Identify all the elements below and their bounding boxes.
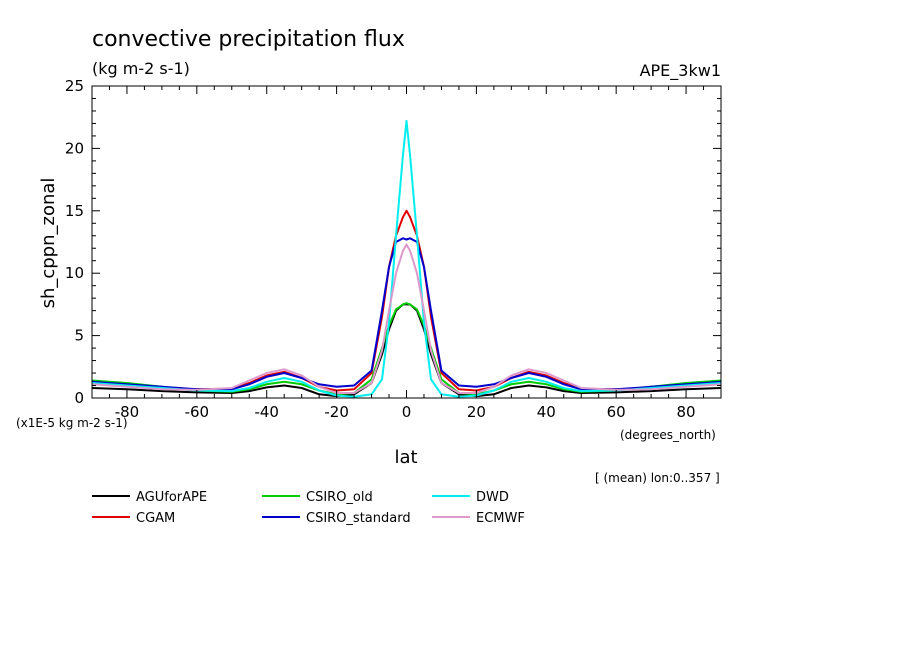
chart-units: (kg m-2 s-1): [92, 59, 190, 78]
series-line-CSIRO_standard: [92, 237, 721, 391]
scale-note: (x1E-5 kg m-2 s-1): [16, 416, 128, 430]
series-line-CSIRO_old: [92, 302, 721, 396]
y-tick-label: 0: [74, 389, 84, 407]
plot-frame: [91, 85, 722, 399]
y-tick-label: 10: [65, 264, 84, 282]
y-axis-label: sh_cppn_zonal: [38, 178, 59, 309]
plot-area: -80 -60 -40 -20 0 20 40 60 80 0 5 10 15 20 25: [65, 77, 722, 421]
x-units: (degrees_north): [620, 428, 716, 442]
x-tick-label: -40: [254, 403, 279, 421]
y-tick-label: 15: [65, 202, 84, 220]
x-tick-label: 20: [467, 403, 486, 421]
x-tick-label: 40: [537, 403, 556, 421]
footnote: [ (mean) lon:0..357 ]: [595, 471, 720, 485]
legend-label-ECMWF: ECMWF: [476, 511, 525, 526]
x-axis-label: lat: [394, 447, 417, 468]
experiment-label: APE_3kw1: [640, 61, 721, 81]
chart-title: convective precipitation flux: [92, 27, 405, 52]
x-tick-label: 60: [607, 403, 626, 421]
series-line-ECMWF: [92, 243, 721, 394]
y-tick-label: 25: [65, 77, 84, 95]
x-tick-label: -20: [324, 403, 349, 421]
y-tick-label: 20: [65, 139, 84, 157]
legend-label-CSIRO_old: CSIRO_old: [306, 490, 373, 505]
series-line-DWD: [92, 119, 721, 398]
x-tick-label: -60: [185, 403, 210, 421]
x-tick-label: -80: [115, 403, 140, 421]
y-tick-label: 5: [74, 327, 84, 345]
x-tick-label: 0: [402, 403, 412, 421]
legend-label-CSIRO_standard: CSIRO_standard: [306, 511, 411, 526]
series-line-AGUforAPE: [92, 303, 721, 398]
legend-label-AGUforAPE: AGUforAPE: [136, 490, 207, 505]
series-line-CGAM: [92, 209, 721, 392]
legend-label-DWD: DWD: [476, 490, 509, 505]
x-tick-label: 80: [677, 403, 696, 421]
legend: AGUforAPE CGAM CSIRO_old CSIRO_standard DWD E…: [92, 490, 525, 526]
legend-label-CGAM: CGAM: [136, 511, 175, 526]
